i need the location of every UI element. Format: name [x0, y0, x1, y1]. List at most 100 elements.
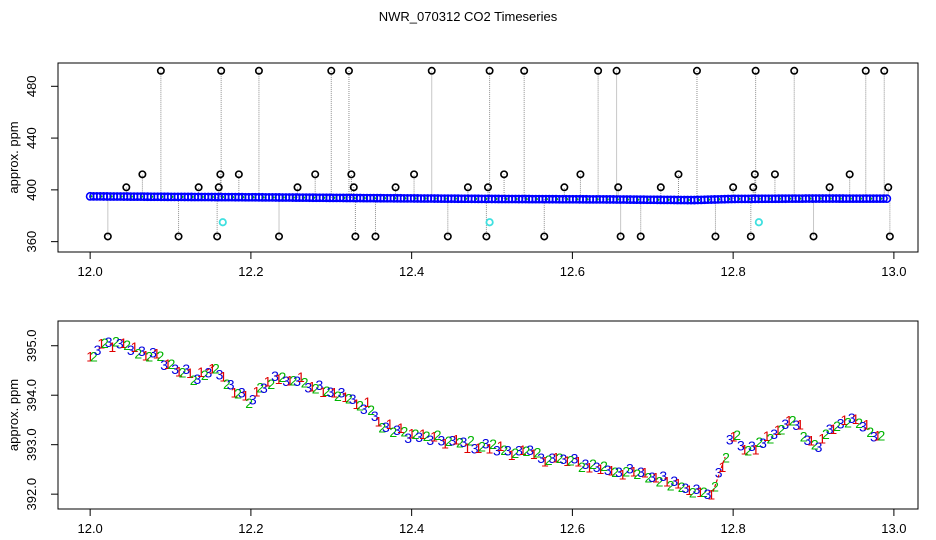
marker-100: 2	[456, 435, 464, 451]
y-tick-label-2-1: 393.0	[24, 428, 39, 461]
marker-205: 2	[844, 414, 852, 430]
y-tick-label-2-3: 395.0	[24, 329, 39, 362]
marker-107: 3	[482, 436, 490, 452]
marker-7: 2	[112, 333, 120, 349]
marker-54: 1	[286, 372, 294, 388]
marker-194: 3	[804, 432, 812, 448]
outlier-point-23	[427, 66, 436, 75]
marker-212: 3	[870, 428, 878, 444]
marker-102: 1	[463, 440, 471, 456]
outlier-point-18	[349, 183, 358, 192]
marker-185: 3	[770, 426, 778, 442]
outlier-point-16	[344, 66, 353, 75]
bottom-panel: 12.0 12.2 12.4 12.6 12.8 13.0 392.0 393.0 394.0 3…	[6, 320, 919, 536]
chart-title: NWR_070312 CO2 Timeseries	[378, 9, 558, 24]
marker-117: 1	[519, 442, 527, 458]
marker-22: 2	[168, 356, 176, 372]
marker-153: 1	[652, 470, 660, 486]
marker-137: 3	[593, 459, 601, 475]
marker-71: 3	[349, 391, 357, 407]
marker-40: 2	[234, 385, 242, 401]
marker-64: 2	[323, 383, 331, 399]
marker-34: 2	[212, 361, 220, 377]
marker-192: 1	[796, 417, 804, 433]
marker-97: 2	[445, 433, 453, 449]
marker-29: 3	[193, 371, 201, 387]
marker-179: 3	[748, 438, 756, 454]
outlier-point-13	[293, 183, 302, 192]
marker-104: 3	[471, 441, 479, 457]
marker-204: 1	[840, 412, 848, 428]
outlier-point-31	[540, 232, 549, 241]
marker-36: 1	[219, 369, 227, 385]
outlier-point-24	[443, 232, 452, 241]
gap-line-0	[206, 365, 216, 371]
marker-151: 2	[645, 470, 653, 486]
marker-186: 1	[774, 422, 782, 438]
marker-101: 3	[460, 434, 468, 450]
marker-116: 3	[515, 442, 523, 458]
marker-87: 1	[408, 426, 416, 442]
marker-76: 2	[367, 402, 375, 418]
marker-129: 1	[563, 453, 571, 469]
marker-211: 2	[866, 424, 874, 440]
marker-44: 3	[249, 392, 257, 408]
outlier-point-0	[103, 232, 112, 241]
marker-139: 2	[600, 458, 608, 474]
marker-138: 1	[596, 461, 604, 477]
marker-191: 3	[792, 417, 800, 433]
outlier-point-46	[750, 170, 759, 179]
marker-161: 3	[681, 480, 689, 496]
marker-42: 1	[242, 388, 250, 404]
outlier-point-49	[790, 66, 799, 75]
marker-21: 1	[164, 356, 172, 372]
outlier-point-7	[214, 183, 223, 192]
outlier-point-53	[861, 66, 870, 75]
marker-83: 3	[393, 422, 401, 438]
marker-163: 2	[689, 484, 697, 500]
marker-10: 2	[123, 337, 131, 353]
marker-79: 2	[378, 420, 386, 436]
marker-120: 1	[530, 446, 538, 462]
marker-148: 2	[633, 466, 641, 482]
marker-119: 3	[526, 442, 534, 458]
baseline-point-235	[879, 194, 888, 204]
outlier-point-25	[463, 183, 472, 192]
marker-111: 1	[497, 438, 505, 454]
marker-187: 2	[778, 421, 786, 437]
marker-158: 3	[670, 473, 678, 489]
marker-124: 2	[545, 452, 553, 468]
outlier-point-26	[482, 232, 491, 241]
marker-73: 2	[356, 397, 364, 413]
marker-15: 1	[142, 347, 150, 363]
plot-frame-1	[57, 62, 919, 253]
marker-208: 2	[855, 415, 863, 431]
marker-6: 1	[108, 339, 116, 355]
marker-143: 3	[615, 464, 623, 480]
marker-156: 1	[663, 473, 671, 489]
marker-32: 3	[205, 364, 213, 380]
x-tick-label-1-4: 12.8	[720, 264, 745, 279]
marker-62: 3	[315, 377, 323, 393]
outlier-point-29	[500, 170, 509, 179]
outlier-point-48	[770, 170, 779, 179]
outlier-point-41	[692, 66, 701, 75]
outlier-point-22	[410, 170, 419, 179]
calibration-point-1	[485, 218, 494, 227]
marker-17: 3	[149, 345, 157, 361]
marker-88: 2	[412, 426, 420, 442]
marker-140: 3	[604, 462, 612, 478]
y-tick-label-1-2: 440	[24, 127, 39, 149]
marker-38: 3	[227, 377, 235, 393]
outlier-point-33	[576, 170, 585, 179]
outlier-point-6	[213, 232, 222, 241]
marker-128: 3	[559, 451, 567, 467]
marker-45: 1	[253, 383, 261, 399]
marker-154: 2	[656, 474, 664, 490]
marker-70: 2	[345, 391, 353, 407]
marker-98: 3	[449, 433, 457, 449]
marker-164: 3	[693, 481, 701, 497]
outlier-point-35	[612, 66, 621, 75]
marker-16: 2	[145, 349, 153, 365]
marker-108: 1	[486, 441, 494, 457]
